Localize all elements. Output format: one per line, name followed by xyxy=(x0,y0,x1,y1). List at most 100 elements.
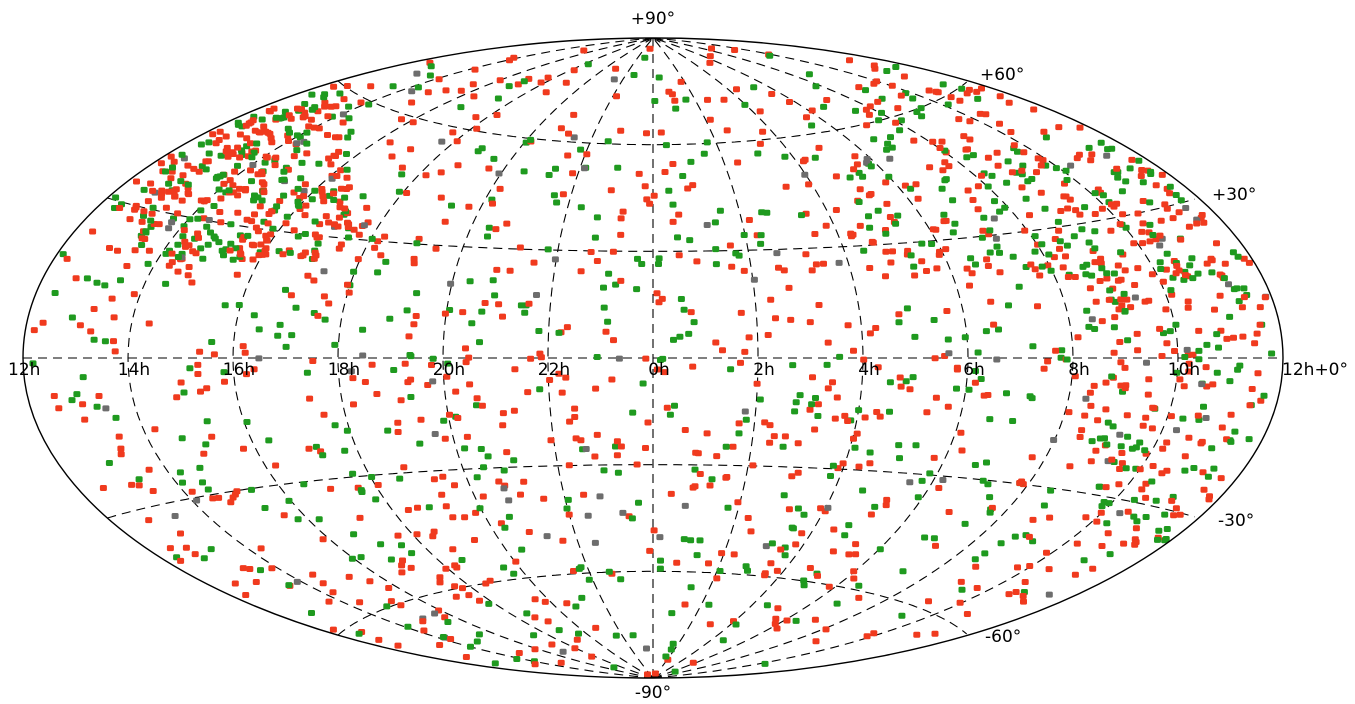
source-point-green xyxy=(1149,232,1157,238)
source-point-red xyxy=(1158,353,1166,359)
source-point-red xyxy=(613,93,620,100)
source-point-red xyxy=(803,114,810,121)
source-point-red xyxy=(936,248,943,255)
source-point-red xyxy=(200,450,208,457)
source-point-red xyxy=(1134,265,1142,272)
source-point-red xyxy=(1025,533,1033,540)
source-point-red xyxy=(1246,402,1254,409)
source-point-gray xyxy=(1173,427,1180,434)
source-point-red xyxy=(237,251,245,258)
source-point-red xyxy=(110,338,117,345)
source-point-red xyxy=(555,370,563,377)
source-point-red xyxy=(945,509,953,515)
source-point-red xyxy=(969,197,977,203)
source-point-red xyxy=(1091,211,1099,217)
source-point-green xyxy=(986,509,994,516)
source-point-red xyxy=(886,214,894,220)
source-point-red xyxy=(285,138,292,144)
source-point-green xyxy=(833,600,841,607)
source-point-red xyxy=(1040,128,1048,135)
source-point-red xyxy=(325,155,333,162)
source-point-red xyxy=(980,392,988,399)
source-point-red xyxy=(141,236,149,242)
source-point-red xyxy=(79,401,87,408)
source-point-red xyxy=(1116,221,1124,228)
source-point-red xyxy=(280,512,288,519)
source-point-green xyxy=(741,101,749,108)
source-point-green xyxy=(513,656,521,662)
source-point-green xyxy=(963,154,971,161)
source-point-red xyxy=(442,503,450,510)
source-point-red xyxy=(394,642,402,649)
source-point-red xyxy=(1142,414,1150,421)
source-point-red xyxy=(282,220,290,227)
source-point-green xyxy=(1179,415,1187,422)
source-point-green xyxy=(177,178,185,185)
source-point-red xyxy=(681,427,689,433)
source-point-red xyxy=(996,269,1004,276)
source-point-green xyxy=(255,326,263,333)
source-point-green xyxy=(965,386,973,393)
source-point-red xyxy=(571,414,579,420)
source-point-green xyxy=(396,475,404,482)
source-point-green xyxy=(1215,344,1222,351)
source-point-green xyxy=(308,106,316,113)
source-point-red xyxy=(386,139,394,146)
source-point-green xyxy=(575,630,582,637)
source-point-green xyxy=(288,332,296,339)
source-point-red xyxy=(733,86,740,93)
source-point-gray xyxy=(681,502,689,509)
source-point-red xyxy=(250,242,258,249)
source-point-red xyxy=(381,233,389,240)
source-point-red xyxy=(361,379,369,385)
source-point-green xyxy=(1096,483,1104,490)
source-point-red xyxy=(1218,424,1226,431)
source-point-red xyxy=(301,212,309,219)
source-point-red xyxy=(883,496,891,503)
source-point-red xyxy=(723,127,731,134)
ra-label: 10h xyxy=(1168,360,1200,380)
source-point-red xyxy=(239,343,247,350)
source-point-green xyxy=(635,499,642,506)
source-point-red xyxy=(363,204,371,211)
source-point-red xyxy=(324,113,332,120)
source-point-red xyxy=(1107,227,1115,234)
source-point-green xyxy=(754,150,762,157)
source-point-green xyxy=(489,277,497,284)
source-point-red xyxy=(462,345,469,352)
source-point-red xyxy=(646,45,654,52)
source-point-green xyxy=(174,241,182,248)
source-point-red xyxy=(1065,409,1073,416)
source-point-green xyxy=(896,127,904,134)
source-point-gray xyxy=(1202,415,1210,421)
source-point-green xyxy=(1173,369,1181,376)
source-point-red xyxy=(1122,382,1130,389)
source-point-red xyxy=(544,74,552,81)
source-point-red xyxy=(329,626,337,633)
source-point-green xyxy=(670,336,677,343)
source-point-gray xyxy=(863,156,871,162)
source-point-red xyxy=(855,84,863,91)
source-point-red xyxy=(128,481,136,488)
source-point-gray xyxy=(431,610,439,617)
source-point-green xyxy=(575,565,583,572)
source-point-red xyxy=(641,183,649,190)
source-point-green xyxy=(1082,271,1090,278)
source-point-red xyxy=(1167,413,1175,420)
source-point-red xyxy=(1245,259,1253,266)
source-point-red xyxy=(1037,189,1045,196)
source-point-red xyxy=(290,227,298,234)
source-point-green xyxy=(1141,447,1149,454)
source-point-red xyxy=(863,633,871,640)
source-point-red xyxy=(1202,364,1210,371)
source-point-green xyxy=(800,582,808,589)
source-point-red xyxy=(1087,157,1095,164)
source-point-red xyxy=(910,137,918,144)
source-point-red xyxy=(226,247,234,254)
source-point-red xyxy=(443,373,451,380)
source-point-red xyxy=(147,180,155,187)
source-point-green xyxy=(536,386,544,393)
source-point-red xyxy=(258,169,266,175)
source-point-red xyxy=(108,295,116,302)
source-point-red xyxy=(1114,262,1122,269)
